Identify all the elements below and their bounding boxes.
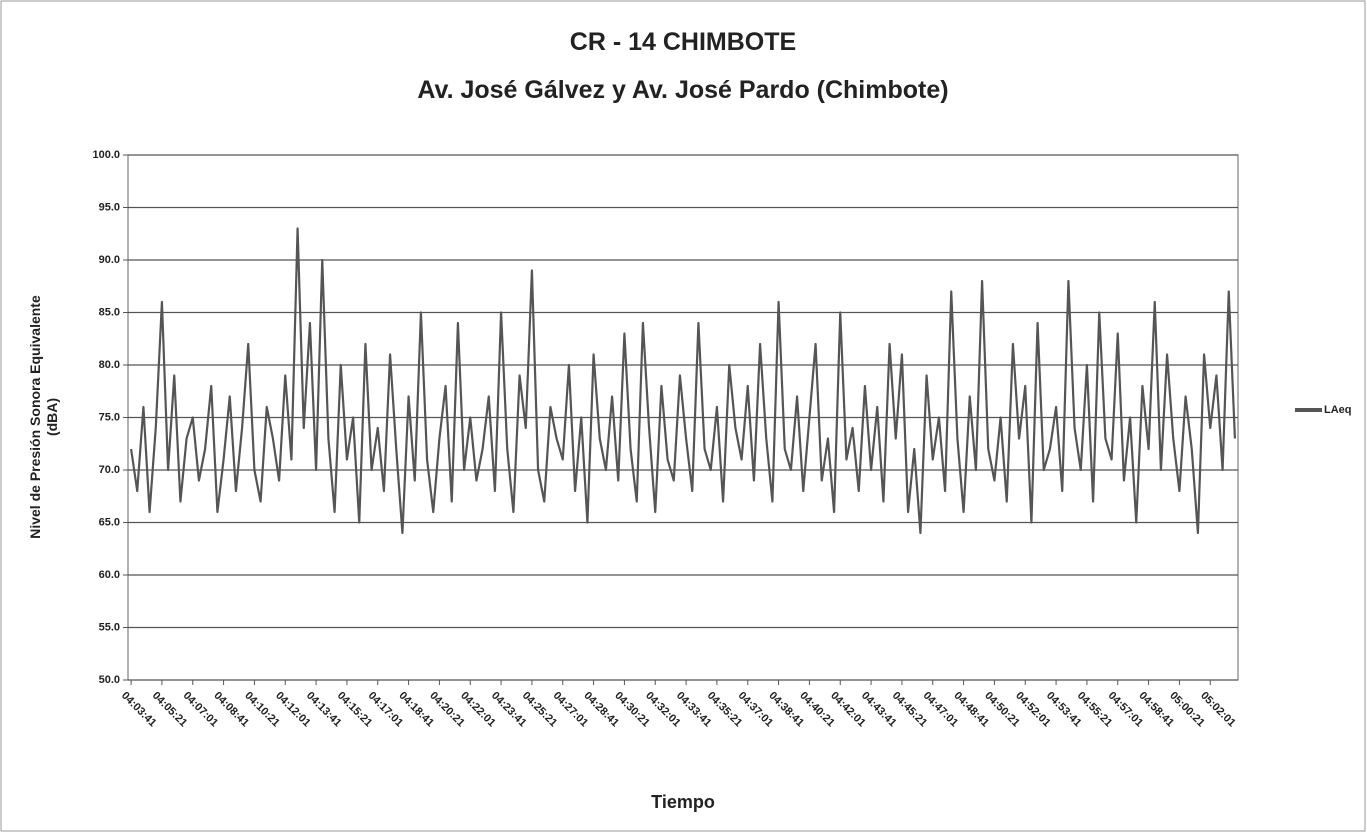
y-tick-label: 100.0 — [92, 149, 120, 161]
y-tick-label: 55.0 — [99, 621, 120, 633]
y-tick-label: 90.0 — [99, 254, 120, 266]
y-tick-label: 85.0 — [99, 306, 120, 318]
y-tick-label: 60.0 — [99, 569, 120, 581]
data-line — [129, 227, 1237, 535]
y-tick-label: 50.0 — [99, 674, 120, 686]
y-axis-label-line: (dBA) — [44, 398, 60, 436]
x-axis-label: Tiempo — [651, 792, 715, 812]
chart-title: CR - 14 CHIMBOTE — [570, 28, 796, 56]
y-axis-label-line: Nivel de Presión Sonora Equivalente — [27, 295, 43, 539]
legend-label: LAeq — [1324, 404, 1352, 416]
y-tick-label: 75.0 — [99, 411, 120, 423]
chart-subtitle: Av. José Gálvez y Av. José Pardo (Chimbo… — [417, 76, 948, 104]
y-tick-label: 70.0 — [99, 464, 120, 476]
y-tick-label: 95.0 — [99, 201, 120, 213]
y-tick-label: 65.0 — [99, 516, 120, 528]
y-axis-label: Nivel de Presión Sonora Equivalente (dBA… — [27, 295, 60, 539]
y-tick-label: 80.0 — [99, 359, 120, 371]
